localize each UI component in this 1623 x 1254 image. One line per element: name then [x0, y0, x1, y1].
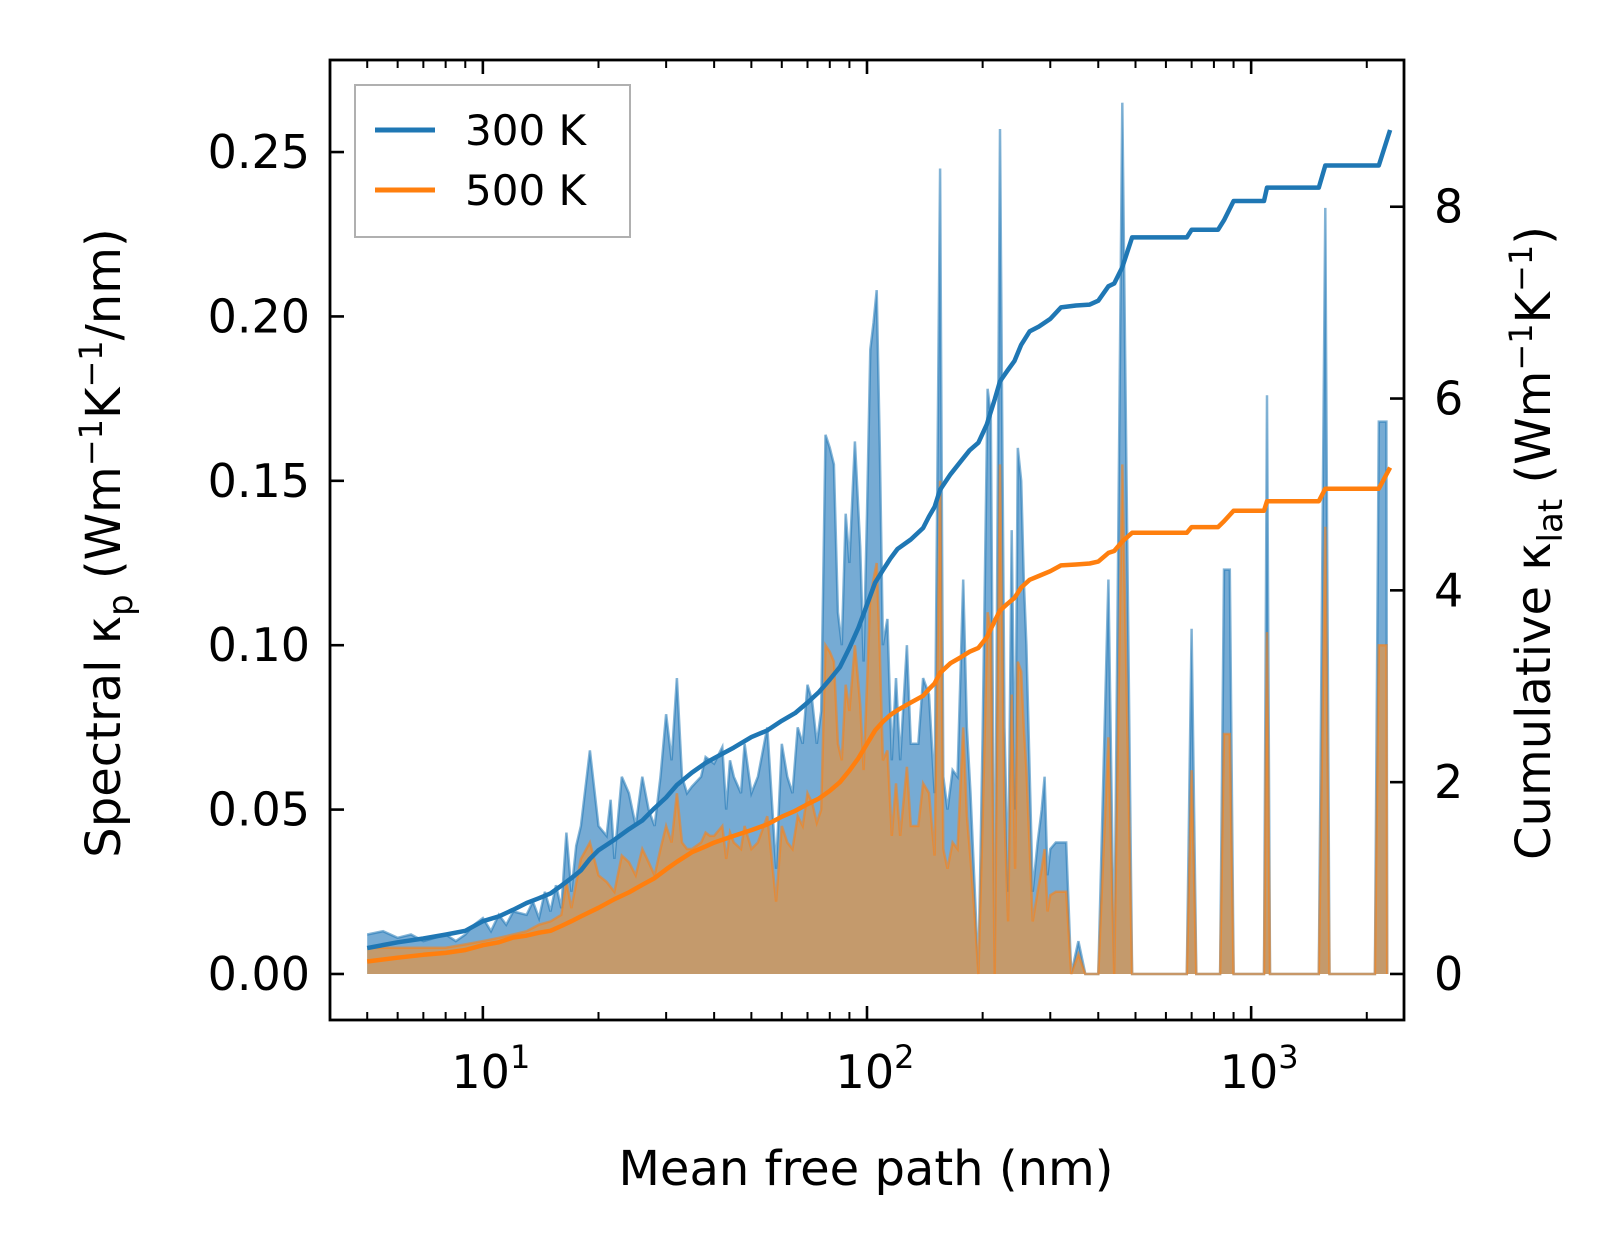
y-right-tick-label: 6: [1434, 372, 1463, 426]
cumulative-line-500k: [366, 466, 1393, 964]
legend-300k-label: 300 K: [465, 106, 588, 155]
spectral-fill-500k: [367, 464, 1388, 974]
y-left-tick-label: 0.25: [208, 125, 310, 179]
x-axis-label: Mean free path (nm): [619, 1141, 1114, 1197]
axis-ticks: 101 102 103 0.00 0.05 0.10 0.15 0.20 0.25 0 2 4 6 8: [208, 60, 1463, 1099]
y-left-prefix: Spectral κ: [76, 616, 132, 858]
y-right-sup1: −1: [1502, 323, 1540, 370]
plot-area: [366, 102, 1393, 976]
y-left-tick-label: 0.15: [208, 454, 310, 508]
y-left-tick-label: 0.10: [208, 618, 310, 672]
spectral-fill-300k: [367, 102, 1388, 974]
x-tick-label: 102: [836, 1038, 915, 1099]
y-right-tick-label: 0: [1434, 947, 1463, 1001]
y-right-tick-label: 4: [1434, 563, 1463, 617]
y-right-tick-label: 2: [1434, 755, 1463, 809]
y-left-tick-label: 0.20: [208, 289, 310, 343]
y-left-units-open: (Wm: [76, 466, 132, 594]
x-tick-label: 101: [451, 1038, 530, 1099]
y-right-prefix: Cumulative κ: [1506, 542, 1562, 860]
y-left-tick-label: 0.05: [208, 783, 310, 837]
y-axis-right-label: Cumulative κlat (Wm−1K−1): [1502, 226, 1571, 860]
y-right-tick-label: 8: [1434, 180, 1463, 234]
y-left-sup2: −1: [72, 340, 110, 387]
spectral-outline-500k: [367, 464, 1389, 976]
axes-frame: [328, 58, 1406, 1022]
y-left-units-close: /nm): [76, 228, 132, 340]
cumulative-line-300k: [366, 129, 1393, 951]
y-right-sub: lat: [1531, 499, 1571, 543]
y-right-mid: K: [1506, 290, 1562, 323]
y-right-units-close: ): [1506, 226, 1562, 245]
y-left-tick-label: 0.00: [208, 947, 310, 1001]
y-right-sup2: −1: [1502, 245, 1540, 292]
y-left-mid: K: [76, 386, 132, 419]
y-left-sub: p: [101, 594, 141, 616]
legend-500k-label: 500 K: [465, 166, 588, 215]
legend-box: [354, 84, 631, 238]
y-right-units-open: (Wm: [1506, 371, 1562, 499]
x-tick-label: 103: [1220, 1038, 1299, 1099]
y-left-sup1: −1: [72, 419, 110, 466]
legend: 300 K 500 K: [354, 84, 631, 238]
y-axis-left-label: Spectral κp (Wm−1K−1/nm): [72, 228, 141, 857]
